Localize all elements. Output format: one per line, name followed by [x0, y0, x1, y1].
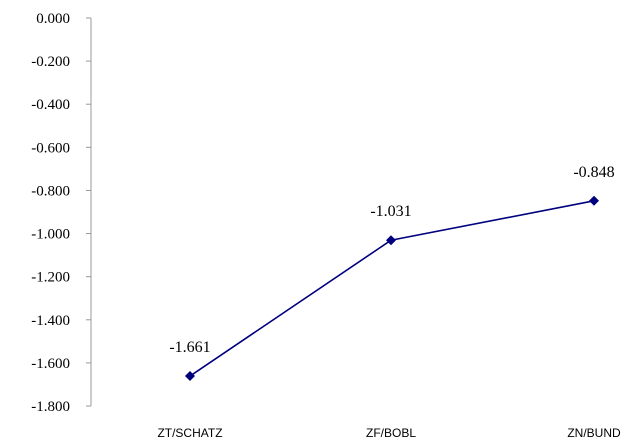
y-tick-label: -0.200: [31, 54, 70, 70]
y-tick-label: -1.200: [31, 270, 70, 286]
x-axis-labels: ZT/SCHATZ ZF/BOBL ZN/BUND: [157, 426, 621, 440]
data-point-marker: [185, 371, 195, 382]
data-label: -0.848: [573, 164, 614, 181]
y-tick-label: -1.800: [31, 399, 70, 415]
series-line: [189, 200, 595, 377]
y-tick-label: -0.800: [31, 183, 70, 199]
y-tick-label: -1.600: [31, 356, 70, 372]
y-tick-label: -1.000: [31, 227, 70, 243]
y-tick-label: -0.400: [31, 97, 70, 113]
x-tick-label: ZT/SCHATZ: [157, 426, 222, 440]
y-tick-label: -1.400: [31, 313, 70, 329]
data-point-marker: [589, 195, 599, 206]
x-tick-label: ZF/BOBL: [366, 426, 416, 440]
x-tick-label: ZN/BUND: [567, 426, 621, 440]
series-group: -1.661 -1.031 -0.848: [169, 164, 615, 382]
data-point-marker: [386, 235, 396, 246]
y-tick-label: -0.600: [31, 140, 70, 156]
y-tick-label: 0.000: [36, 11, 70, 27]
data-label: -1.031: [370, 203, 411, 220]
y-axis-ticks: 0.000 -0.200 -0.400 -0.600 -0.800 -1.000 -1.20…: [31, 11, 91, 415]
data-label: -1.661: [169, 339, 210, 356]
